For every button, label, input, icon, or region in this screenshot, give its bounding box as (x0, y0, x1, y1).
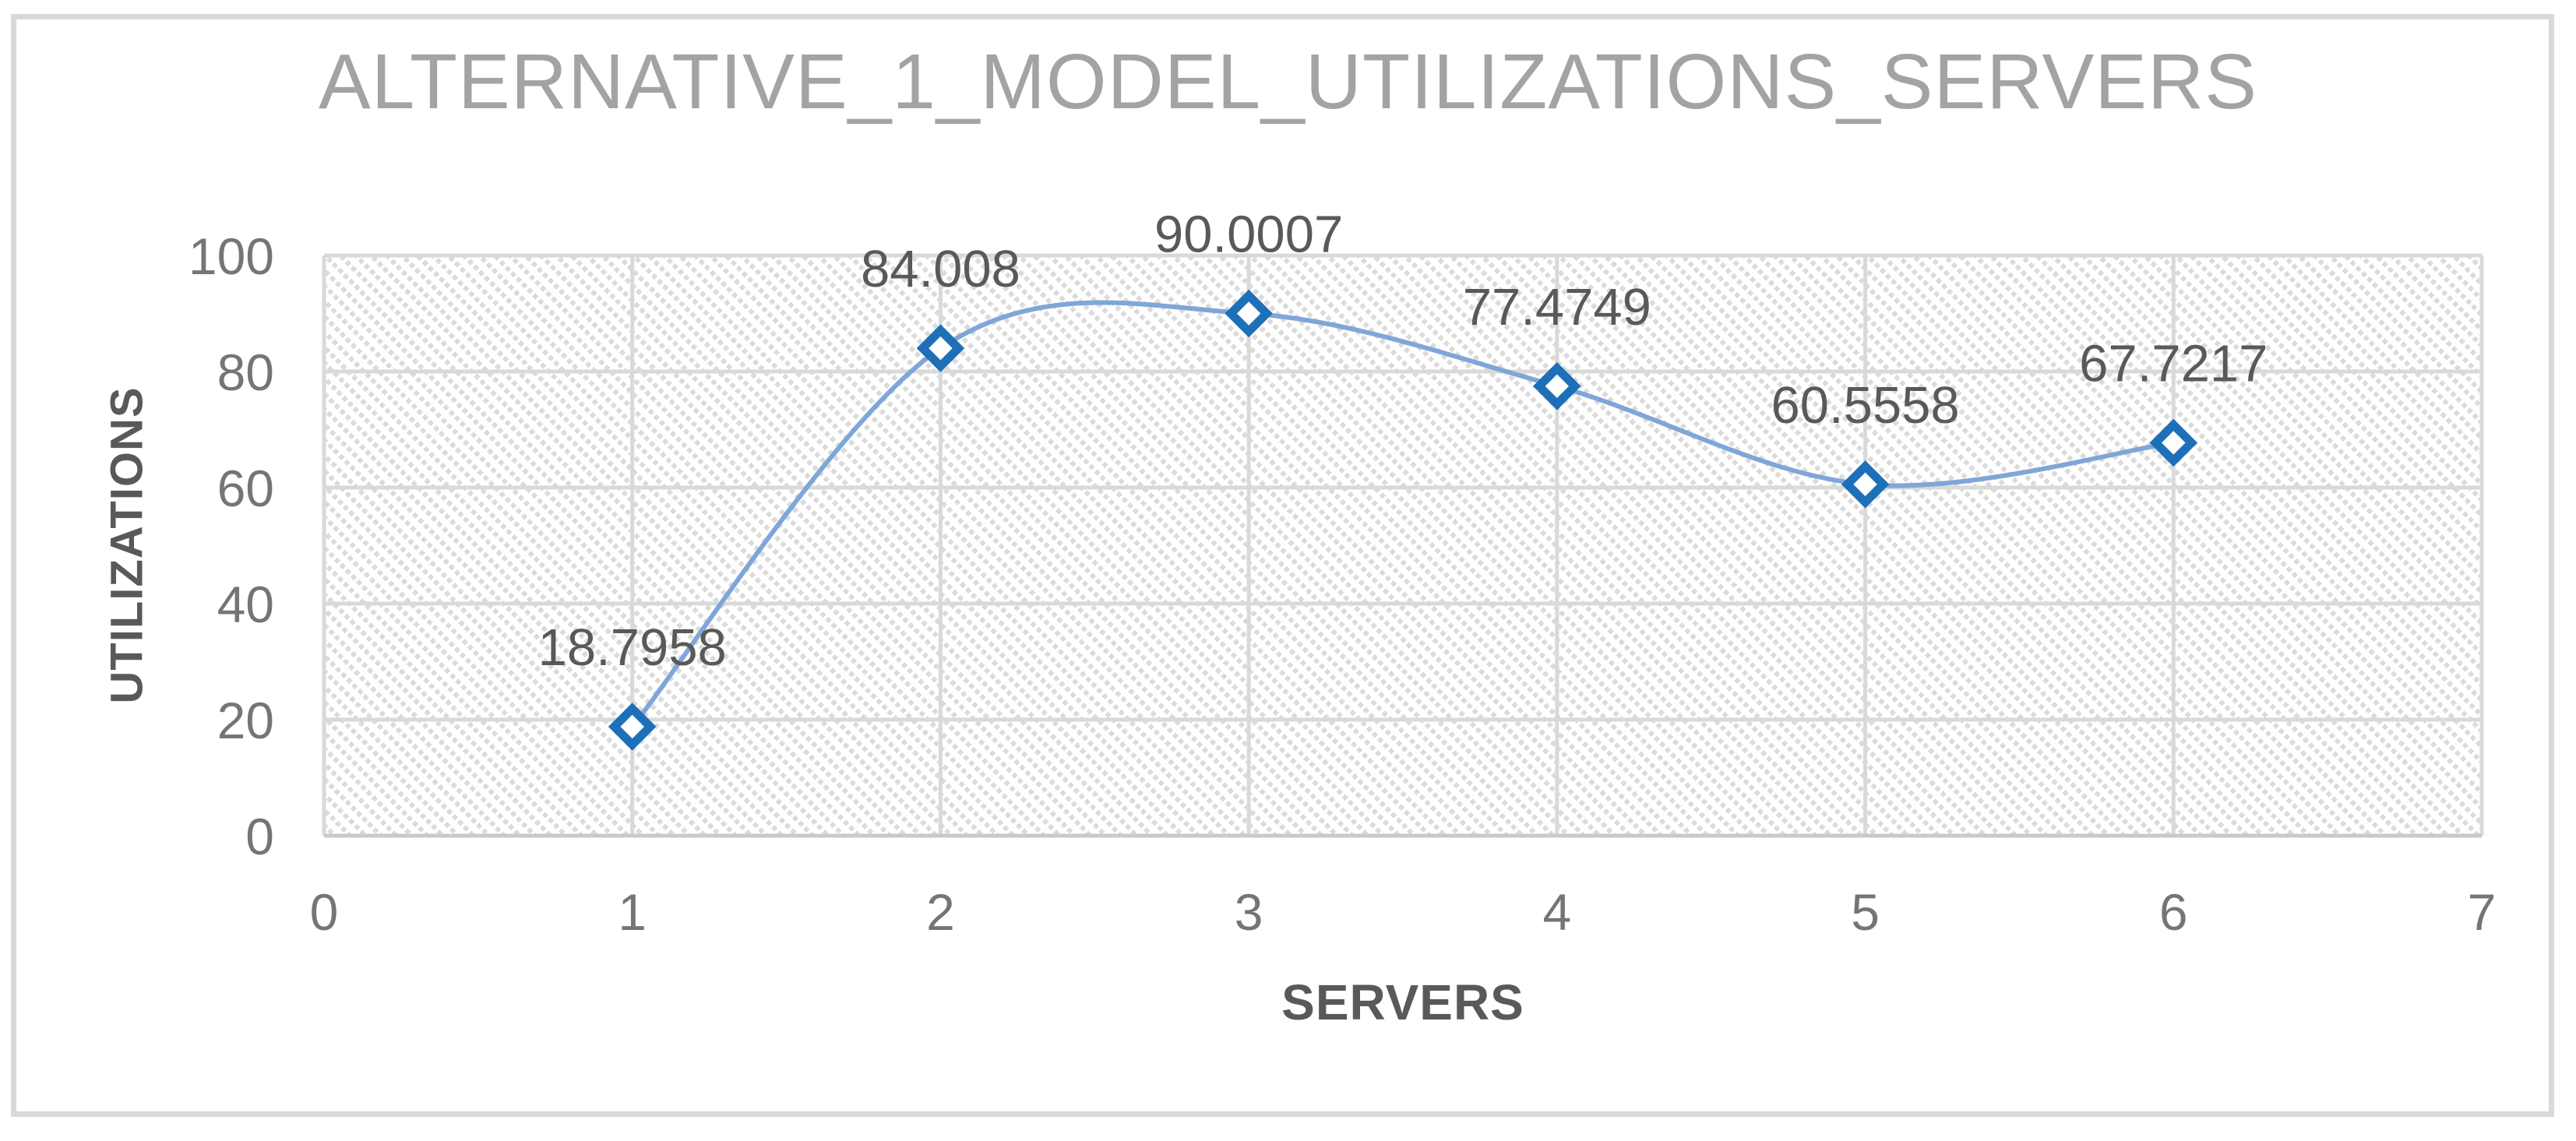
y-tick-label: 80 (217, 343, 274, 401)
data-label: 77.4749 (1463, 278, 1651, 336)
y-tick-label: 0 (245, 808, 274, 865)
data-point-marker (608, 703, 657, 751)
data-point-marker (1225, 289, 1273, 338)
x-axis-title: SERVERS (1281, 974, 1524, 1030)
y-tick-label: 60 (217, 460, 274, 517)
series-line (629, 300, 2176, 729)
x-tick-label: 2 (926, 883, 955, 941)
data-label: 18.7958 (538, 618, 727, 677)
x-tick-label: 0 (310, 883, 339, 941)
y-tick-label: 100 (189, 227, 274, 285)
data-label: 67.7217 (2079, 334, 2268, 393)
x-tick-label: 1 (618, 883, 647, 941)
x-tick-label: 5 (1851, 883, 1880, 941)
data-point-marker (1841, 460, 1890, 509)
plot-background (324, 255, 2482, 836)
data-point-marker (2149, 418, 2198, 467)
x-tick-label: 6 (2159, 883, 2188, 941)
x-tick-label: 3 (1235, 883, 1263, 941)
x-tick-label: 4 (1542, 883, 1571, 941)
x-tick-label: 7 (2468, 883, 2497, 941)
y-tick-label: 20 (217, 692, 274, 749)
data-label: 60.5558 (1771, 376, 1959, 435)
data-label: 84.008 (861, 240, 1020, 298)
data-point-marker (916, 324, 965, 372)
chart-title: ALTERNATIVE_1_MODEL_UTILIZATIONS_SERVERS (319, 38, 2257, 125)
y-tick-label: 40 (217, 576, 274, 633)
data-label: 90.0007 (1154, 205, 1343, 263)
data-point-marker (1533, 362, 1581, 410)
